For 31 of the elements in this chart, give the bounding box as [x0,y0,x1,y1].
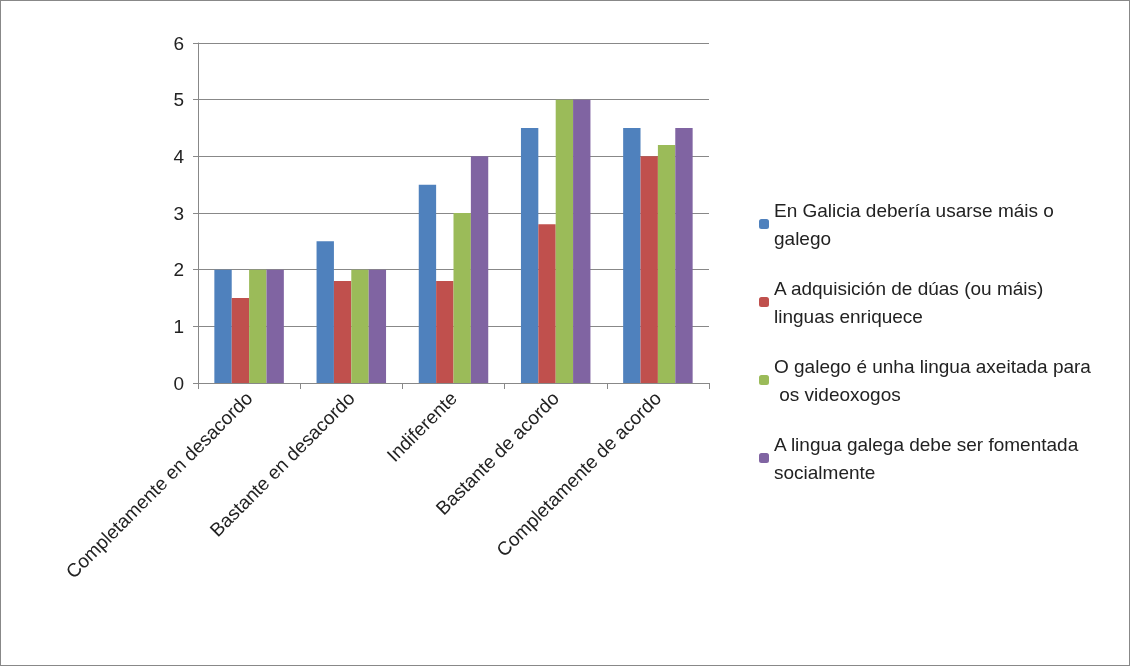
bar [316,241,334,383]
bar [538,224,556,383]
bar [351,269,369,383]
bar [418,184,437,383]
bar [573,99,591,383]
bar [623,128,641,383]
bar [657,145,676,383]
bar [640,156,658,383]
bar [555,99,574,383]
bar [368,269,387,383]
legend-label: O galego é unha lingua axeitada para os videoxogos [774,355,1092,405]
y-tick-label: 0 [173,372,184,394]
legend-label: A adquisición de dúas (ou máis) linguas enriquece [774,277,1049,327]
legend-label: A lingua galega debe ser fomentada socialmente [774,433,1084,483]
bar [214,269,232,383]
bar [249,269,267,383]
y-tick-label: 6 [173,32,184,54]
bar [470,156,489,383]
y-tick-label: 3 [173,202,184,224]
legend-label: En Galicia debería usarse máis o galego [774,199,1060,249]
y-tick-label: 2 [173,259,184,281]
bar [231,298,250,383]
bar [520,128,539,383]
bar [436,281,454,383]
bar [266,269,284,383]
bar [453,213,471,383]
bar [333,281,352,383]
y-tick-label: 1 [173,315,184,337]
bar [675,128,693,383]
y-tick-label: 4 [173,145,185,167]
y-tick-label: 5 [173,89,184,111]
